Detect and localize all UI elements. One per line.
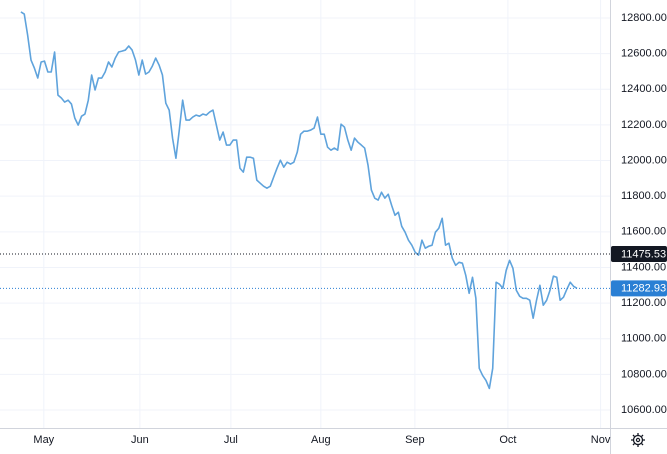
price-label-box xyxy=(611,280,667,297)
settings-icon[interactable] xyxy=(631,433,645,447)
y-tick-label: 12200.00 xyxy=(621,119,667,131)
x-tick-label: Sep xyxy=(405,434,425,446)
price-label-box xyxy=(611,245,667,262)
y-tick-label: 11000.00 xyxy=(621,333,666,345)
y-tick-label: 11600.00 xyxy=(621,226,666,238)
y-tick-label: 11200.00 xyxy=(621,297,666,309)
y-tick-label: 12800.00 xyxy=(621,12,667,24)
price-label: 11475.53 xyxy=(621,248,666,260)
y-tick-label: 12600.00 xyxy=(621,48,667,60)
price-label: 11282.93 xyxy=(621,283,666,295)
x-tick-label: Jun xyxy=(131,434,149,446)
y-tick-label: 10600.00 xyxy=(621,404,667,416)
x-tick-label: Nov xyxy=(591,434,611,446)
y-tick-label: 11800.00 xyxy=(621,190,666,202)
y-tick-label: 12400.00 xyxy=(621,83,667,95)
x-tick-label: Aug xyxy=(311,434,331,446)
x-tick-label: May xyxy=(33,434,54,446)
price-line xyxy=(20,11,578,390)
overlay: 10600.00 10800.00 11000.00 11200.00 11400.00… xyxy=(0,11,667,446)
y-tick-label: 10800.00 xyxy=(621,368,667,380)
y-tick-label: 12000.00 xyxy=(621,154,667,166)
y-tick-label: 11400.00 xyxy=(621,261,666,273)
x-tick-label: Oct xyxy=(499,434,516,446)
x-tick-label: Jul xyxy=(224,434,238,446)
